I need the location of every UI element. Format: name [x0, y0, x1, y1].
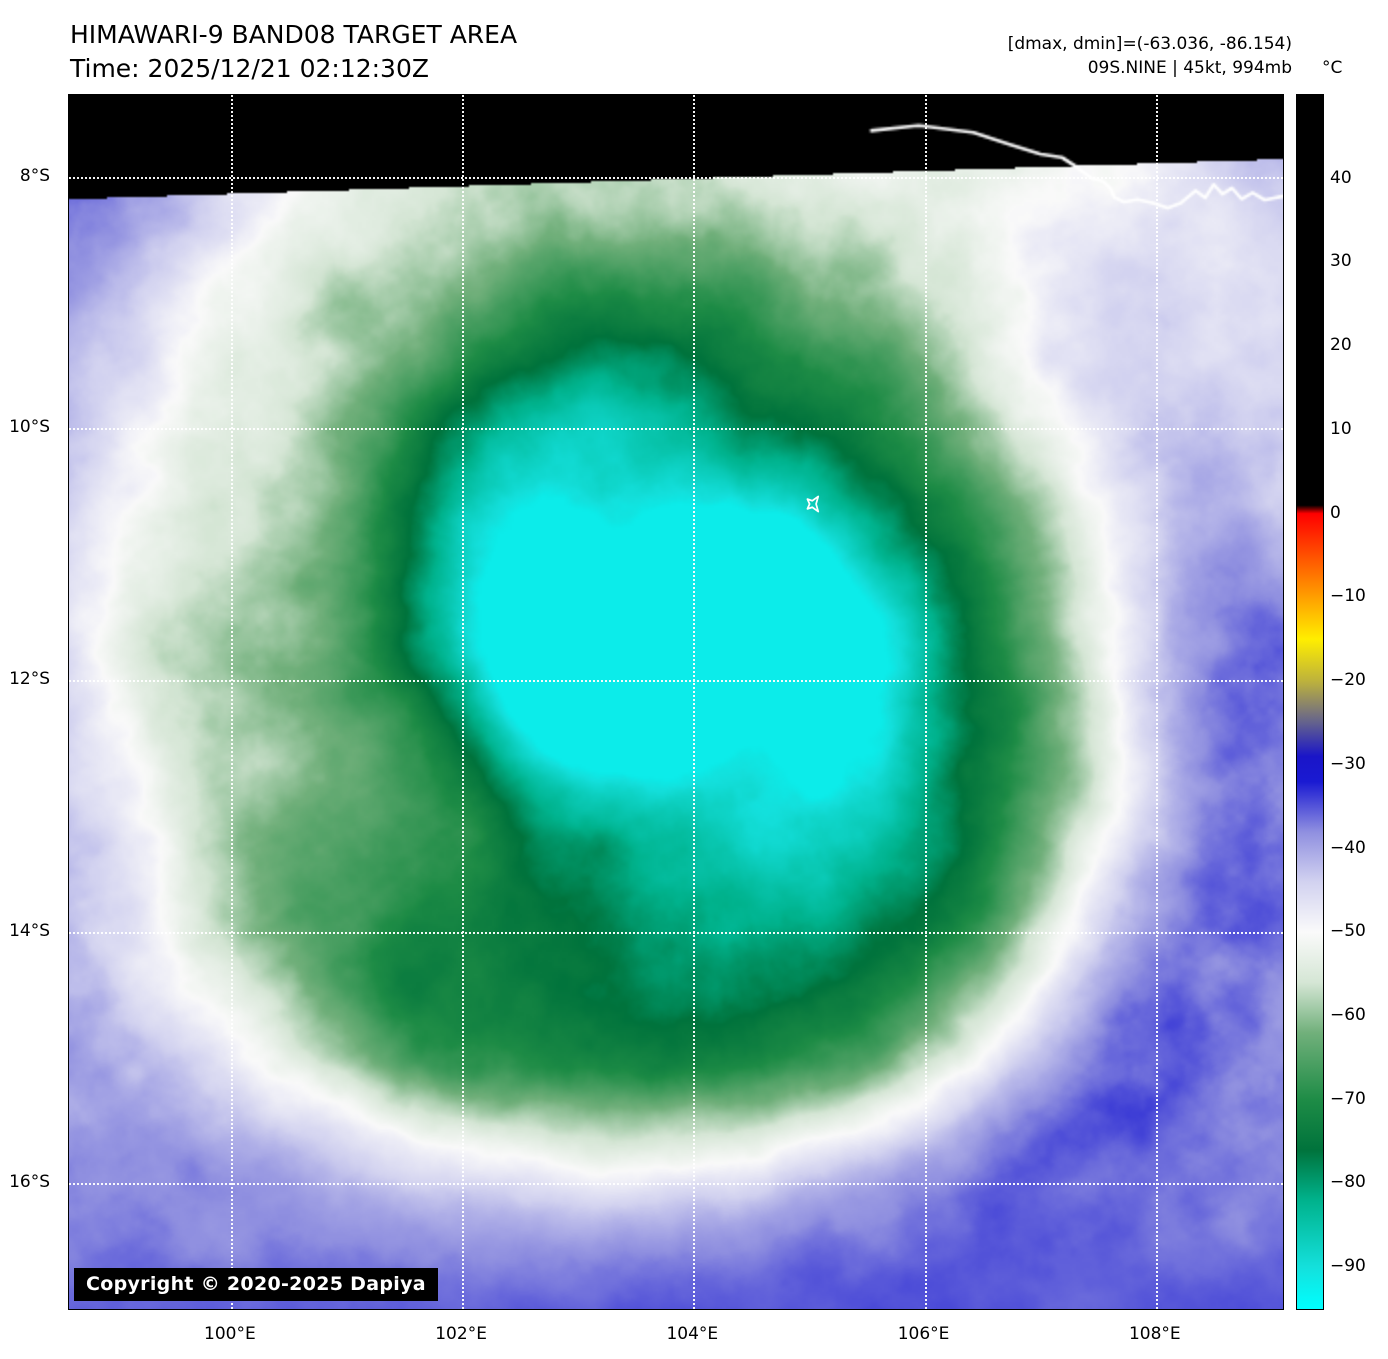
colorbar-tick-5: −10	[1330, 586, 1366, 607]
longitude-tick-label-4: 108°E	[1128, 1324, 1181, 1344]
colorbar-tick-11: −70	[1330, 1088, 1366, 1109]
colorbar-tick-0: 40	[1330, 167, 1352, 188]
colorbar-tick-4: 0	[1330, 502, 1341, 523]
colorbar-tick-7: −30	[1330, 753, 1366, 774]
longitude-tick-label-3: 106°E	[897, 1324, 950, 1344]
colorbar-unit-label: °C	[1322, 58, 1343, 78]
gridline-meridian-2	[693, 95, 696, 1309]
dmax-dmin-readout: [dmax, dmin]=(-63.036, -86.154)	[1007, 34, 1292, 54]
colorbar-tick-6: −20	[1330, 670, 1366, 691]
copyright-watermark: Copyright © 2020-2025 Dapiya	[74, 1268, 438, 1301]
colorbar-tick-13: −90	[1330, 1256, 1366, 1277]
longitude-tick-label-1: 102°E	[435, 1324, 487, 1344]
observation-time: Time: 2025/12/21 02:12:30Z	[70, 54, 429, 83]
page-title: HIMAWARI-9 BAND08 TARGET AREA Time: 2025…	[70, 18, 517, 86]
metadata-block: [dmax, dmin]=(-63.036, -86.154) 09S.NINE…	[1008, 32, 1292, 80]
latitude-tick-label-1: 10°S	[9, 417, 50, 438]
gridline-meridian-0	[230, 95, 233, 1309]
colorbar-tick-12: −80	[1330, 1172, 1366, 1193]
longitude-axis: 100°E 102°E 104°E 106°E 108°E	[0, 1324, 1388, 1354]
colorbar-gradient	[1297, 95, 1323, 1309]
colorbar-tick-9: −50	[1330, 921, 1366, 942]
temperature-colorbar[interactable]	[1296, 94, 1324, 1310]
gridline-parallel-1	[69, 428, 1283, 431]
colorbar-tick-8: −40	[1330, 837, 1366, 858]
latitude-tick-label-3: 14°S	[9, 920, 50, 941]
gridline-parallel-3	[69, 931, 1283, 934]
storm-info-readout: 09S.NINE | 45kt, 994mb	[1087, 58, 1292, 78]
latitude-tick-label-0: 8°S	[19, 165, 50, 186]
colorbar-tick-3: 10	[1330, 418, 1352, 439]
colorbar-tick-2: 20	[1330, 335, 1352, 356]
colorbar-tick-10: −60	[1330, 1004, 1366, 1025]
longitude-tick-label-0: 100°E	[204, 1324, 256, 1344]
gridline-parallel-0	[69, 176, 1283, 179]
gridline-meridian-3	[924, 95, 927, 1309]
product-title: HIMAWARI-9 BAND08 TARGET AREA	[70, 20, 518, 49]
colorbar-tick-1: 30	[1330, 251, 1352, 272]
longitude-tick-label-2: 104°E	[666, 1324, 719, 1344]
infrared-brightness-temperature-raster	[69, 95, 1283, 1309]
satellite-image-plot[interactable]: Copyright © 2020-2025 Dapiya	[68, 94, 1284, 1310]
latitude-tick-label-2: 12°S	[9, 668, 50, 689]
gridline-meridian-4	[1155, 95, 1158, 1309]
gridline-meridian-1	[462, 95, 465, 1309]
latitude-tick-label-4: 16°S	[9, 1172, 50, 1193]
colorbar-tick-labels: 40 30 20 10 0 −10 −20 −30 −40 −50 −60 −70 −80 −90	[1330, 94, 1388, 1308]
storm-center-icon	[806, 495, 819, 513]
latitude-axis: 8°S 10°S 12°S 14°S 16°S	[0, 0, 62, 1359]
gridline-parallel-2	[69, 679, 1283, 682]
gridline-parallel-4	[69, 1183, 1283, 1186]
